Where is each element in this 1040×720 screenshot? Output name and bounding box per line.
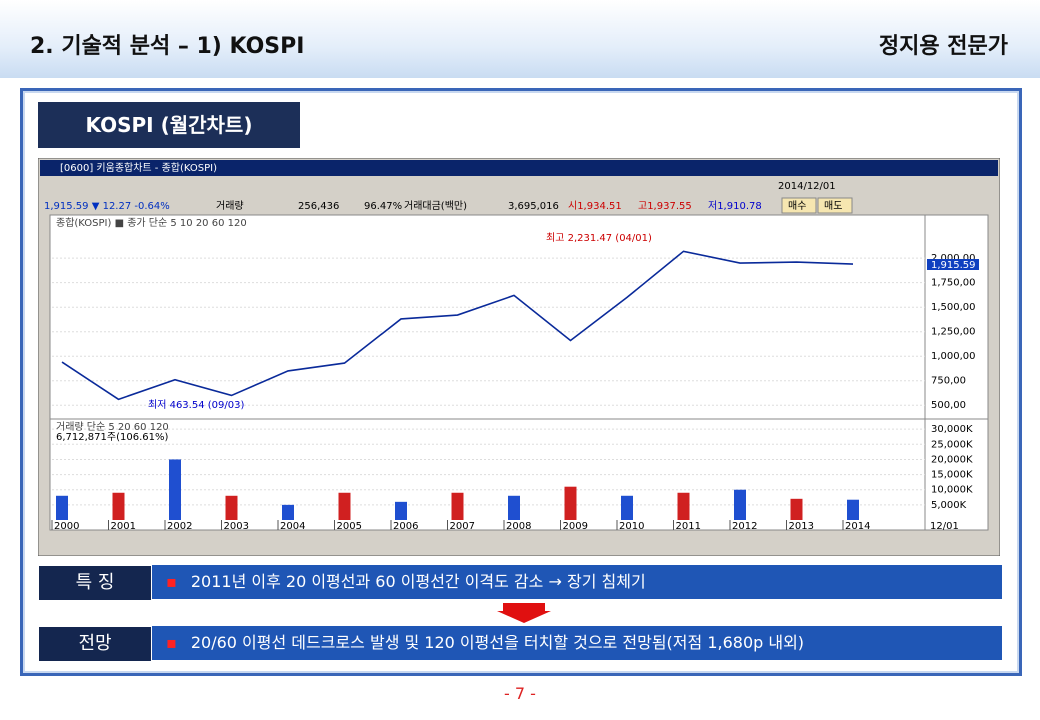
- y-tick-label: 20,000K: [931, 454, 973, 465]
- y-tick-label: 15,000K: [931, 470, 973, 481]
- volume-bar: [734, 489, 746, 520]
- price-line: [61, 250, 854, 401]
- buy-btn[interactable]: [781, 197, 817, 214]
- buy: 매수: [788, 200, 806, 212]
- last-label: 1,915.59: [931, 260, 976, 271]
- volume-bar: [56, 495, 68, 520]
- x-tick-label: 2008: [506, 521, 531, 532]
- row-label: 특 징: [38, 565, 152, 601]
- x-tick-label: 2014: [845, 521, 870, 532]
- text: 2011년 이후 20 이평선과 60 이평선간 이격도 감소 → 장기 침체기: [190, 572, 646, 591]
- y-tick-label: 750,00: [931, 376, 966, 387]
- titlebar: [40, 160, 998, 176]
- legend: 종합(KOSPI) ■ 종가 단순 5 10 20 60 120: [56, 217, 247, 229]
- legend: 거래량 단순 5 20 60 120: [56, 421, 169, 433]
- volume-bar: [395, 501, 407, 520]
- y-tick-label: 1,250,00: [931, 327, 976, 338]
- annotation: 최고 2,231.47 (04/01): [546, 232, 652, 244]
- annotation: 최저 463.54 (09/03): [148, 399, 244, 411]
- author: 정지용 전문가: [878, 34, 1008, 59]
- x-tick-label: 2001: [111, 521, 136, 532]
- window-title: [0600] 키움종합차트 - 종합(KOSPI): [60, 162, 217, 174]
- x-tick-label: 2002: [167, 521, 192, 532]
- x-tick-label: 2000: [54, 521, 79, 532]
- vol-label: 거래량: [216, 200, 244, 212]
- volume-bar: [338, 492, 351, 520]
- volume-bar: [790, 498, 803, 520]
- y-tick-label: 1,000,00: [931, 351, 976, 362]
- x-tick-label: 2004: [280, 521, 305, 532]
- end-label: 12/01: [930, 521, 959, 532]
- y-tick-label: 2,000,00: [931, 253, 976, 264]
- volume-bar: [677, 492, 690, 520]
- header: 2. 기술적 분석 – 1) KOSPI 정지용 전문가: [0, 0, 1040, 78]
- y-tick-label: 5,000K: [931, 500, 967, 511]
- title: 2. 기술적 분석 – 1) KOSPI: [30, 34, 305, 59]
- vol: 256,436: [298, 201, 339, 212]
- low: 저1,910.78: [708, 200, 762, 212]
- high: 고1,937.55: [638, 201, 692, 212]
- date: 2014/12/01: [778, 181, 836, 192]
- x-tick-label: 2003: [224, 521, 249, 532]
- row-label: 전망: [38, 626, 152, 662]
- x-tick-label: 2010: [619, 521, 644, 532]
- chart-window: [0600] 키움종합차트 - 종합(KOSPI) 2014/12/01 1,9…: [38, 158, 1000, 556]
- volume-bar: [621, 495, 633, 520]
- row-text: ▪ 20/60 이평선 데드크로스 발생 및 120 이평선을 터치할 것으로 전…: [152, 626, 1002, 660]
- subtitle: 6,712,871주(106.61%): [56, 432, 168, 443]
- x-tick-label: 2009: [563, 521, 588, 532]
- x-tick-label: 2005: [337, 521, 362, 532]
- page-number: - 7 -: [504, 684, 536, 703]
- plot-bg: [49, 214, 989, 531]
- open: 시1,934.51: [568, 200, 622, 212]
- volume-bar: [847, 499, 859, 520]
- amount: 3,695,016: [508, 201, 559, 212]
- ratio: 96.47%: [364, 201, 402, 212]
- volume-bar: [225, 495, 238, 520]
- x-tick-label: 2006: [393, 521, 418, 532]
- y-tick-label: 10,000K: [931, 485, 973, 496]
- x-tick-label: 2012: [732, 521, 757, 532]
- row-text: ▪ 2011년 이후 20 이평선과 60 이평선간 이격도 감소 → 장기 침체…: [152, 565, 1002, 599]
- volume-bar: [169, 459, 181, 520]
- tab: KOSPI (월간차트): [38, 102, 300, 148]
- x-tick-label: 2011: [676, 521, 701, 532]
- volume-bar: [282, 504, 294, 520]
- y-tick-label: 1,500,00: [931, 302, 976, 313]
- quote: 1,915.59 ▼ 12.27 -0.64%: [44, 201, 170, 212]
- x-tick-label: 2013: [789, 521, 814, 532]
- arrow: [497, 603, 551, 623]
- text: 20/60 이평선 데드크로스 발생 및 120 이평선을 터치할 것으로 전망…: [190, 633, 805, 652]
- volume-bar: [451, 492, 464, 520]
- y-tick-label: 500,00: [931, 400, 966, 411]
- last-box: [927, 259, 979, 270]
- x-tick-label: 2007: [450, 521, 475, 532]
- amount-label: 거래대금(백만): [404, 200, 467, 212]
- y-tick-label: 25,000K: [931, 439, 973, 450]
- sell-btn[interactable]: [817, 197, 853, 214]
- volume-bar: [508, 495, 520, 520]
- sell: 매도: [824, 200, 842, 212]
- volume-bar: [112, 492, 125, 520]
- y-tick-label: 30,000K: [931, 424, 973, 435]
- volume-bar: [564, 486, 577, 520]
- y-tick-label: 1,750,00: [931, 278, 976, 289]
